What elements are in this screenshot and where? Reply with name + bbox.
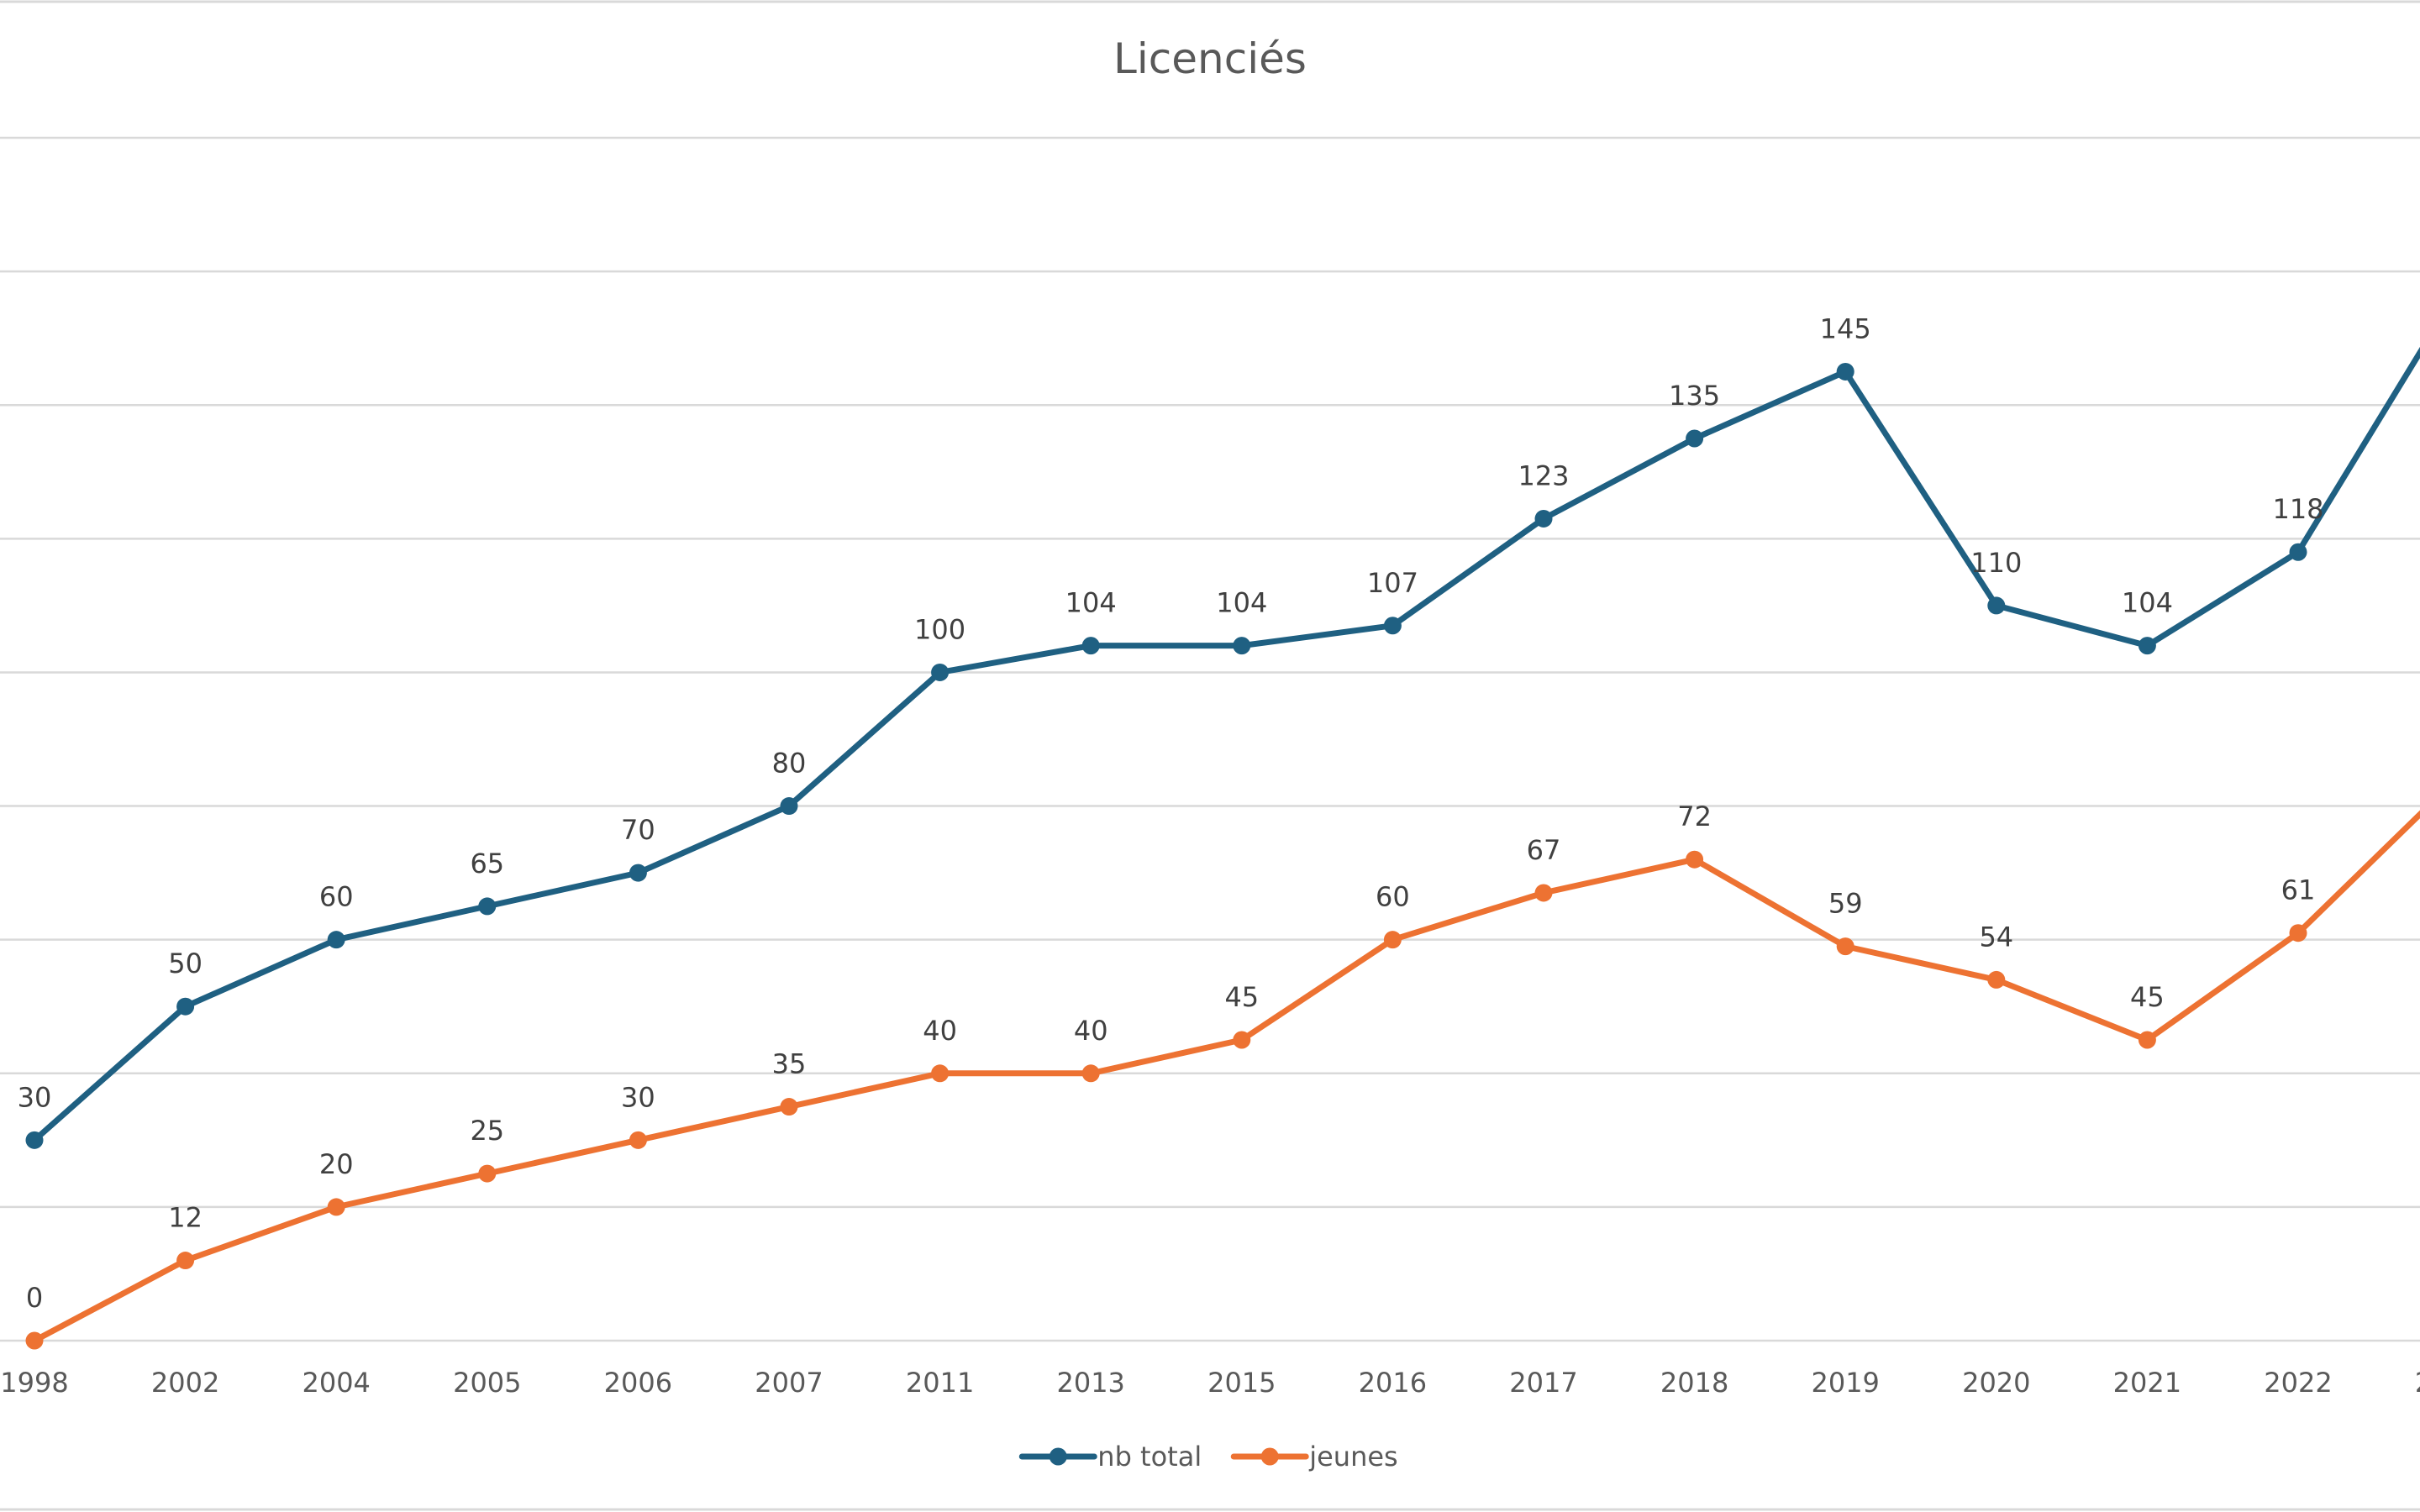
data-point <box>1081 1064 1100 1083</box>
x-tick-label: 2017 <box>1509 1367 1577 1399</box>
x-tick-label: 2021 <box>2113 1367 2181 1399</box>
x-tick-label: 2015 <box>1207 1367 1276 1399</box>
x-tick-label: 2006 <box>604 1367 672 1399</box>
x-tick-label: 2007 <box>755 1367 823 1399</box>
data-label: 25 <box>470 1115 504 1147</box>
x-tick-label: 2023 <box>2415 1367 2420 1399</box>
series-lines <box>25 346 2420 1350</box>
legend: nb total jeunes <box>1018 1441 1398 1473</box>
data-point <box>1534 509 1553 528</box>
data-label: 20 <box>319 1148 354 1180</box>
data-point <box>25 1131 44 1149</box>
data-point <box>2138 637 2156 655</box>
data-label: 104 <box>2122 587 2173 619</box>
data-point <box>1987 970 2006 989</box>
data-label: 67 <box>1527 834 1561 866</box>
legend-item: nb total <box>1018 1441 1202 1473</box>
data-label: 107 <box>1367 567 1418 599</box>
data-label: 118 <box>2272 493 2323 525</box>
data-label: 72 <box>1677 801 1712 832</box>
data-label: 104 <box>1065 587 1117 619</box>
x-tick-label: 2013 <box>1056 1367 1124 1399</box>
x-tick-label: 1998 <box>0 1367 68 1399</box>
data-point <box>1686 850 1704 869</box>
x-tick-label: 2020 <box>1962 1367 2030 1399</box>
data-point <box>629 1131 647 1149</box>
data-point <box>1081 637 1100 655</box>
data-label: 0 <box>26 1282 43 1314</box>
data-point <box>1233 637 1251 655</box>
data-label: 145 <box>1820 312 1871 344</box>
data-label: 45 <box>2130 981 2165 1013</box>
x-tick-label: 2002 <box>151 1367 219 1399</box>
data-point <box>1987 596 2006 615</box>
data-label: 54 <box>1979 921 2013 953</box>
data-point <box>176 1252 195 1270</box>
gridlines <box>0 136 2420 1342</box>
data-label: 59 <box>1828 888 1863 920</box>
x-axis-tick-labels: 1998 2002 2004 2005 2006 2007 2011 2013 2015 2016… <box>0 1367 2420 1399</box>
data-point <box>2289 924 2307 942</box>
legend-swatch-marker <box>1260 1447 1279 1466</box>
data-point <box>931 663 950 681</box>
data-label: 100 <box>914 613 965 645</box>
data-point <box>1383 617 1402 635</box>
data-point <box>931 1064 950 1083</box>
data-labels: 30 50 60 65 70 80 100 104 104 107 123 135 145 110 104 1… <box>18 312 2324 1314</box>
data-point <box>176 997 195 1016</box>
data-point <box>2289 543 2307 561</box>
data-label: 60 <box>1376 881 1410 913</box>
data-label: 135 <box>1669 380 1720 412</box>
data-point <box>327 1198 345 1216</box>
data-point <box>780 1098 798 1116</box>
data-label: 60 <box>319 881 354 913</box>
data-point <box>1836 362 1854 381</box>
x-tick-label: 2005 <box>453 1367 521 1399</box>
data-label: 35 <box>772 1048 807 1080</box>
data-point <box>1836 937 1854 956</box>
data-label: 110 <box>1970 547 2022 579</box>
data-point <box>1686 429 1704 448</box>
legend-label: nb total <box>1097 1441 1202 1473</box>
data-label: 30 <box>18 1081 52 1113</box>
legend-swatch-marker <box>1049 1447 1067 1466</box>
legend-label: jeunes <box>1308 1441 1398 1473</box>
data-point <box>327 931 345 949</box>
data-label: 70 <box>621 814 655 846</box>
data-point <box>1534 884 1553 902</box>
data-point <box>478 1164 497 1183</box>
data-label: 104 <box>1216 587 1267 619</box>
data-label: 50 <box>168 948 203 979</box>
data-point <box>629 864 647 882</box>
data-label: 12 <box>168 1202 203 1234</box>
data-label: 61 <box>2281 874 2316 906</box>
x-tick-label: 2011 <box>906 1367 974 1399</box>
data-point <box>25 1331 44 1350</box>
x-tick-label: 2018 <box>1660 1367 1728 1399</box>
data-point <box>1233 1031 1251 1049</box>
data-label: 123 <box>1518 459 1569 491</box>
data-label: 40 <box>1074 1015 1108 1047</box>
data-label: 30 <box>621 1081 655 1113</box>
data-point <box>2138 1031 2156 1049</box>
data-label: 65 <box>470 848 504 879</box>
data-label: 40 <box>923 1015 957 1047</box>
data-point <box>478 897 497 916</box>
data-label: 45 <box>1224 981 1259 1013</box>
x-tick-label: 2016 <box>1359 1367 1427 1399</box>
legend-item: jeunes <box>1230 1441 1398 1473</box>
data-point <box>1383 931 1402 949</box>
chart-title: Licenciés <box>1113 34 1307 83</box>
x-tick-label: 2022 <box>2264 1367 2332 1399</box>
x-tick-label: 2004 <box>302 1367 370 1399</box>
data-label: 80 <box>772 748 807 780</box>
x-tick-label: 2019 <box>1811 1367 1879 1399</box>
data-point <box>780 797 798 816</box>
